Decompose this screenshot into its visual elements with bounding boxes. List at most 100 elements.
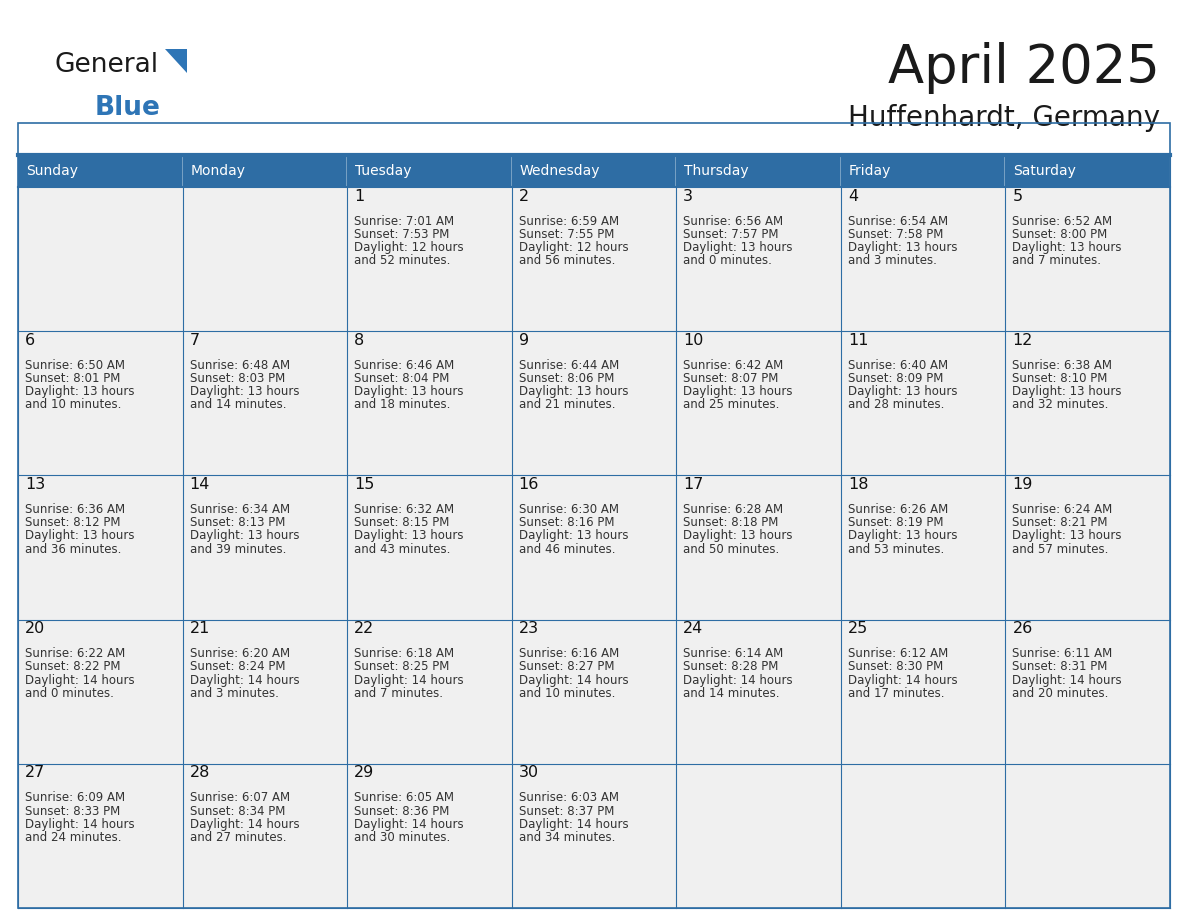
- Text: Sunrise: 6:40 AM: Sunrise: 6:40 AM: [848, 359, 948, 372]
- Text: and 53 minutes.: and 53 minutes.: [848, 543, 944, 555]
- Text: Monday: Monday: [190, 164, 246, 178]
- Text: Daylight: 13 hours: Daylight: 13 hours: [519, 386, 628, 398]
- Bar: [18, 123, 1170, 908]
- Text: and 20 minutes.: and 20 minutes.: [1012, 687, 1108, 700]
- Text: 14: 14: [190, 477, 210, 492]
- Text: Tuesday: Tuesday: [355, 164, 412, 178]
- Bar: [18, 331, 183, 476]
- Text: and 52 minutes.: and 52 minutes.: [354, 254, 450, 267]
- Text: Sunset: 8:16 PM: Sunset: 8:16 PM: [519, 516, 614, 530]
- Text: 11: 11: [848, 333, 868, 348]
- Text: Huffenhardt, Germany: Huffenhardt, Germany: [848, 104, 1159, 132]
- Text: and 28 minutes.: and 28 minutes.: [848, 398, 944, 411]
- Text: Sunset: 8:12 PM: Sunset: 8:12 PM: [25, 516, 120, 530]
- Text: Sunset: 8:34 PM: Sunset: 8:34 PM: [190, 805, 285, 818]
- Text: Sunset: 8:04 PM: Sunset: 8:04 PM: [354, 372, 449, 385]
- Text: Daylight: 13 hours: Daylight: 13 hours: [25, 530, 134, 543]
- Text: and 25 minutes.: and 25 minutes.: [683, 398, 779, 411]
- Bar: [841, 764, 1005, 908]
- Text: Sunrise: 6:05 AM: Sunrise: 6:05 AM: [354, 791, 454, 804]
- Text: Sunset: 8:09 PM: Sunset: 8:09 PM: [848, 372, 943, 385]
- Text: Sunset: 8:30 PM: Sunset: 8:30 PM: [848, 660, 943, 674]
- Text: Daylight: 13 hours: Daylight: 13 hours: [354, 386, 463, 398]
- Text: Sunset: 8:07 PM: Sunset: 8:07 PM: [683, 372, 778, 385]
- Bar: [512, 155, 676, 187]
- Text: Sunrise: 6:48 AM: Sunrise: 6:48 AM: [190, 359, 290, 372]
- Text: Friday: Friday: [849, 164, 891, 178]
- Text: 21: 21: [190, 621, 210, 636]
- Bar: [512, 187, 676, 331]
- Text: Sunset: 8:33 PM: Sunset: 8:33 PM: [25, 805, 120, 818]
- Text: Sunset: 8:15 PM: Sunset: 8:15 PM: [354, 516, 449, 530]
- Text: Sunset: 8:36 PM: Sunset: 8:36 PM: [354, 805, 449, 818]
- Bar: [676, 476, 841, 620]
- Bar: [347, 331, 512, 476]
- Text: Daylight: 12 hours: Daylight: 12 hours: [519, 241, 628, 254]
- Text: and 24 minutes.: and 24 minutes.: [25, 831, 121, 844]
- Text: and 30 minutes.: and 30 minutes.: [354, 831, 450, 844]
- Text: Sunrise: 6:50 AM: Sunrise: 6:50 AM: [25, 359, 125, 372]
- Bar: [183, 476, 347, 620]
- Bar: [18, 764, 183, 908]
- Bar: [347, 764, 512, 908]
- Text: Sunrise: 6:24 AM: Sunrise: 6:24 AM: [1012, 503, 1113, 516]
- Text: 10: 10: [683, 333, 703, 348]
- Text: Sunday: Sunday: [26, 164, 78, 178]
- Text: Daylight: 14 hours: Daylight: 14 hours: [354, 674, 463, 687]
- Bar: [183, 187, 347, 331]
- Bar: [18, 187, 183, 331]
- Text: and 43 minutes.: and 43 minutes.: [354, 543, 450, 555]
- Text: and 21 minutes.: and 21 minutes.: [519, 398, 615, 411]
- Text: and 0 minutes.: and 0 minutes.: [683, 254, 772, 267]
- Bar: [676, 620, 841, 764]
- Text: 1: 1: [354, 188, 365, 204]
- Text: Daylight: 14 hours: Daylight: 14 hours: [190, 818, 299, 831]
- Bar: [512, 764, 676, 908]
- Text: Daylight: 12 hours: Daylight: 12 hours: [354, 241, 463, 254]
- Text: and 10 minutes.: and 10 minutes.: [25, 398, 121, 411]
- Text: Sunset: 8:13 PM: Sunset: 8:13 PM: [190, 516, 285, 530]
- Text: and 7 minutes.: and 7 minutes.: [1012, 254, 1101, 267]
- Text: Sunrise: 6:22 AM: Sunrise: 6:22 AM: [25, 647, 125, 660]
- Text: General: General: [55, 52, 159, 78]
- Bar: [183, 155, 347, 187]
- Text: Daylight: 14 hours: Daylight: 14 hours: [519, 818, 628, 831]
- Bar: [676, 187, 841, 331]
- Bar: [512, 476, 676, 620]
- Text: and 57 minutes.: and 57 minutes.: [1012, 543, 1108, 555]
- Text: Sunset: 8:27 PM: Sunset: 8:27 PM: [519, 660, 614, 674]
- Text: 27: 27: [25, 766, 45, 780]
- Text: and 39 minutes.: and 39 minutes.: [190, 543, 286, 555]
- Text: Sunrise: 6:18 AM: Sunrise: 6:18 AM: [354, 647, 454, 660]
- Text: Sunset: 8:37 PM: Sunset: 8:37 PM: [519, 805, 614, 818]
- Text: and 27 minutes.: and 27 minutes.: [190, 831, 286, 844]
- Text: Daylight: 13 hours: Daylight: 13 hours: [683, 530, 792, 543]
- Text: April 2025: April 2025: [889, 42, 1159, 94]
- Text: 12: 12: [1012, 333, 1032, 348]
- Text: Sunrise: 6:59 AM: Sunrise: 6:59 AM: [519, 215, 619, 228]
- Text: Sunset: 7:53 PM: Sunset: 7:53 PM: [354, 228, 449, 241]
- Text: Sunrise: 6:03 AM: Sunrise: 6:03 AM: [519, 791, 619, 804]
- Text: Sunrise: 6:36 AM: Sunrise: 6:36 AM: [25, 503, 125, 516]
- Bar: [1005, 764, 1170, 908]
- Text: and 50 minutes.: and 50 minutes.: [683, 543, 779, 555]
- Text: 28: 28: [190, 766, 210, 780]
- Text: Sunrise: 6:46 AM: Sunrise: 6:46 AM: [354, 359, 454, 372]
- Text: Daylight: 14 hours: Daylight: 14 hours: [848, 674, 958, 687]
- Text: and 46 minutes.: and 46 minutes.: [519, 543, 615, 555]
- Text: Daylight: 13 hours: Daylight: 13 hours: [848, 241, 958, 254]
- Text: 20: 20: [25, 621, 45, 636]
- Text: Sunset: 8:03 PM: Sunset: 8:03 PM: [190, 372, 285, 385]
- Text: Sunrise: 6:56 AM: Sunrise: 6:56 AM: [683, 215, 783, 228]
- Text: Sunrise: 6:44 AM: Sunrise: 6:44 AM: [519, 359, 619, 372]
- Text: 7: 7: [190, 333, 200, 348]
- Text: and 32 minutes.: and 32 minutes.: [1012, 398, 1108, 411]
- Text: Daylight: 14 hours: Daylight: 14 hours: [519, 674, 628, 687]
- Text: and 34 minutes.: and 34 minutes.: [519, 831, 615, 844]
- Text: 30: 30: [519, 766, 539, 780]
- Text: Daylight: 13 hours: Daylight: 13 hours: [683, 386, 792, 398]
- Bar: [183, 331, 347, 476]
- Bar: [841, 187, 1005, 331]
- Bar: [841, 331, 1005, 476]
- Text: Daylight: 14 hours: Daylight: 14 hours: [354, 818, 463, 831]
